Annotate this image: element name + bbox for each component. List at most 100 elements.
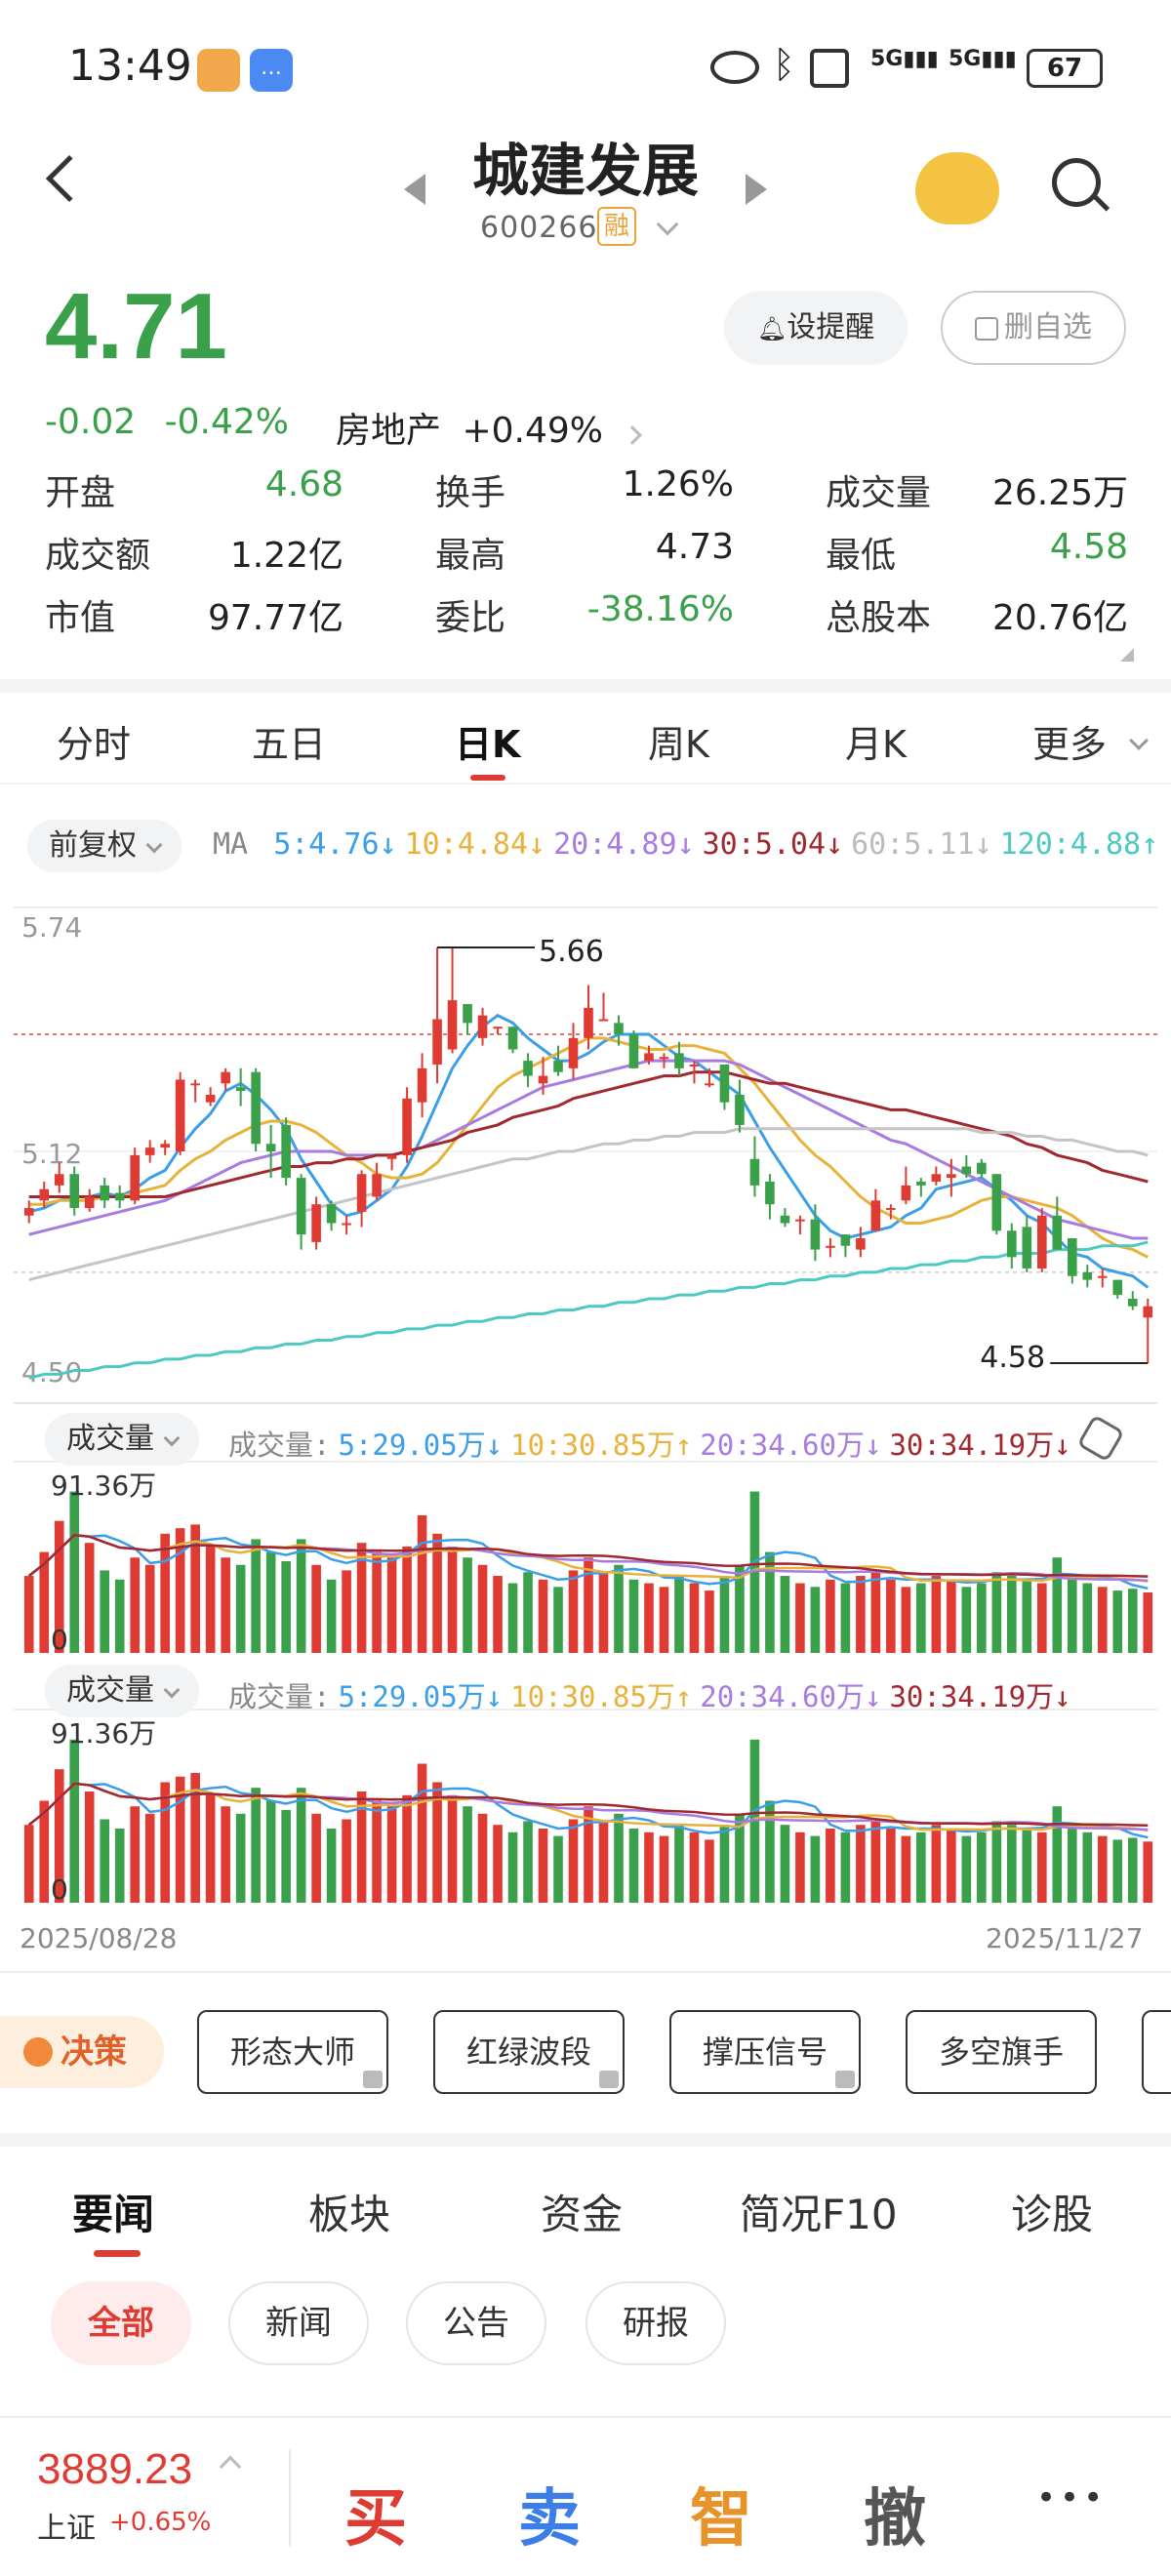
news-tab-diagnose[interactable]: 诊股 [1011,2191,1094,2238]
volume-bar [977,1583,987,1653]
candle-body [221,1071,230,1084]
buy-button[interactable]: 买 [344,2483,407,2556]
candle-body [795,1219,805,1222]
expand-corner-icon[interactable] [1120,648,1134,662]
candle-body [100,1185,110,1201]
candle-body [810,1219,821,1250]
sell-button[interactable]: 卖 [518,2483,581,2556]
tab-weekly-k[interactable]: 周K [648,723,709,766]
tab-daily-k[interactable]: 日K [455,723,521,766]
news-tab-capital[interactable]: 资金 [541,2191,624,2238]
lock-icon [363,2071,383,2088]
volume-bar [221,1806,230,1903]
candlestick-chart[interactable]: 5.74 5.12 4.50 5.66 4.58 91.36万 0 91.36万 0 [0,878,1171,1952]
volume-bar [1112,1839,1123,1903]
candle-body [84,1196,95,1209]
candle-body [749,1158,760,1186]
volume-bar [372,1551,382,1653]
filter-announcements[interactable]: 公告 [406,2281,546,2365]
filter-research[interactable]: 研报 [586,2281,726,2365]
candle-body [463,1004,472,1024]
volume-legend-item: 10:30.85万↑ [510,1680,693,1713]
search-icon[interactable] [1052,158,1110,213]
candle-body [251,1071,261,1145]
tab-five-day[interactable]: 五日 [252,723,327,766]
volume-bar [719,1576,730,1653]
news-tab-headlines[interactable]: 要闻 [72,2191,155,2238]
tab-monthly-k[interactable]: 月K [845,723,907,766]
tool-pattern-master[interactable]: 形态大师 [197,2010,388,2094]
filter-news[interactable]: 新闻 [228,2281,369,2365]
volume-bar [205,1794,216,1903]
lock-icon [835,2071,855,2088]
candle-body [1052,1215,1063,1250]
volume-bar [644,1831,654,1903]
volume-bar [477,1813,488,1903]
volume-bar [493,1825,503,1903]
candle-body [947,1174,956,1179]
tab-intraday[interactable]: 分时 [57,723,132,766]
volume-bar [477,1564,488,1653]
volume-bar [463,1806,472,1903]
tool-bull-bear[interactable]: 多空旗手 [906,2010,1097,2094]
volume-bar [523,1821,533,1903]
volume-selector-2[interactable]: 成交量 [45,1665,199,1717]
candle-body [39,1188,50,1201]
candle-body [977,1162,987,1175]
volume-legend-item: 5:29.05万↓ [338,1680,504,1713]
ma-legend[interactable]: MA 5:4.76↓ 10:4.84↓ 20:4.89↓ 30:5.04↓ 60:5.1… [213,827,1159,862]
news-tab-f10[interactable]: 简况F10 [740,2191,898,2238]
chevron-down-icon [163,1681,181,1699]
candle-body [69,1174,80,1209]
volume-selector-1[interactable]: 成交量 [45,1413,199,1466]
volume-legend-1: 成交量: 5:29.05万↓ 10:30.85万↑ 20:34.60万↓ 30:34.1… [228,1429,1071,1462]
adjust-selector[interactable]: 前复权 [27,820,182,872]
high-marker-label: 5.66 [539,935,604,969]
next-stock-icon[interactable] [746,174,767,205]
volume-bar [705,1590,714,1653]
remove-watchlist-button[interactable]: 删自选 [941,291,1126,365]
volume-legend-item: 5:29.05万↓ [338,1429,504,1462]
volume-bar [447,1546,458,1653]
prev-stock-icon[interactable] [404,174,425,205]
decision-badge[interactable]: 决策 [0,2016,164,2088]
candle-body [386,1154,397,1159]
volume-bar [1127,1837,1138,1903]
set-alert-button[interactable]: 🔔︎设提醒 [724,291,908,365]
volume-bar [84,1543,95,1653]
ma-line-ma120 [28,1240,1149,1380]
chevron-up-icon [219,2455,242,2478]
candle-body [840,1234,851,1246]
candle-body [689,1064,700,1067]
volume-bar [553,1835,563,1903]
volume-bar [160,1533,170,1653]
filter-all[interactable]: 全部 [51,2281,191,2365]
candle-body [144,1147,155,1155]
stock-title[interactable]: 城建发展 [471,138,699,204]
candle-body [991,1174,1002,1231]
candle-body [1143,1306,1153,1318]
index-widget[interactable]: 3889.23 上证 +0.65% [37,2445,271,2553]
volume-bar [719,1825,730,1903]
cancel-order-button[interactable]: 撤 [864,2483,926,2556]
news-tab-sector[interactable]: 板块 [308,2191,391,2238]
tool-red-green-band[interactable]: 红绿波段 [433,2010,625,2094]
volume-bar [584,1806,593,1903]
volume-bar [765,1800,775,1903]
tool-support-pressure[interactable]: 撑压信号 [669,2010,861,2094]
candle-body [493,1026,503,1029]
tab-more[interactable]: 更多 [1032,723,1108,766]
smart-button[interactable]: 智 [690,2483,752,2556]
price-change: -0.02 [45,402,137,442]
volume-legend-item: 20:34.60万↓ [700,1680,882,1713]
more-icon[interactable]: ••• [1036,2478,1108,2517]
bottom-sep [289,2449,291,2547]
volume-bar [1036,1583,1047,1653]
mascot-icon[interactable] [915,152,999,224]
chevron-down-icon [145,836,163,854]
sector-link[interactable]: 房地产 +0.49% [336,402,643,453]
tool-more-partial[interactable] [1142,2010,1171,2094]
chevron-down-icon[interactable] [656,213,679,236]
volume-bar [100,1570,110,1653]
volume-bar [417,1763,427,1903]
